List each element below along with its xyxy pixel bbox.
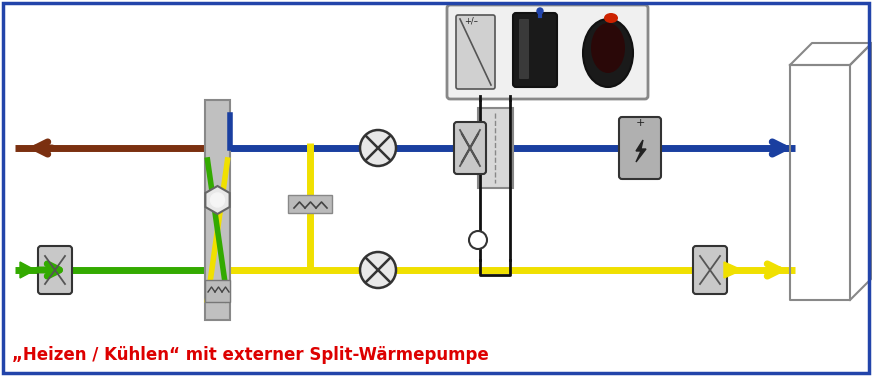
Ellipse shape [591, 23, 625, 73]
FancyBboxPatch shape [513, 13, 557, 87]
FancyBboxPatch shape [456, 15, 495, 89]
FancyBboxPatch shape [288, 195, 332, 213]
Circle shape [469, 231, 487, 249]
FancyBboxPatch shape [38, 246, 72, 294]
Ellipse shape [583, 19, 633, 87]
FancyBboxPatch shape [693, 246, 727, 294]
Circle shape [360, 252, 396, 288]
Circle shape [360, 130, 396, 166]
Polygon shape [724, 262, 742, 278]
FancyBboxPatch shape [478, 108, 513, 188]
Text: „Heizen / Kühlen“ mit externer Split-Wärmepumpe: „Heizen / Kühlen“ mit externer Split-Wär… [12, 346, 488, 364]
FancyBboxPatch shape [519, 19, 529, 79]
Circle shape [537, 8, 543, 14]
Polygon shape [206, 186, 229, 214]
Circle shape [210, 193, 224, 207]
Text: +/–: +/– [464, 17, 478, 26]
FancyBboxPatch shape [454, 122, 486, 174]
Text: +: + [636, 118, 645, 128]
Ellipse shape [604, 13, 618, 23]
Polygon shape [20, 262, 35, 278]
FancyBboxPatch shape [619, 117, 661, 179]
FancyBboxPatch shape [447, 5, 648, 99]
FancyBboxPatch shape [205, 280, 230, 302]
Polygon shape [636, 140, 646, 162]
FancyBboxPatch shape [205, 100, 230, 320]
FancyBboxPatch shape [456, 126, 484, 170]
